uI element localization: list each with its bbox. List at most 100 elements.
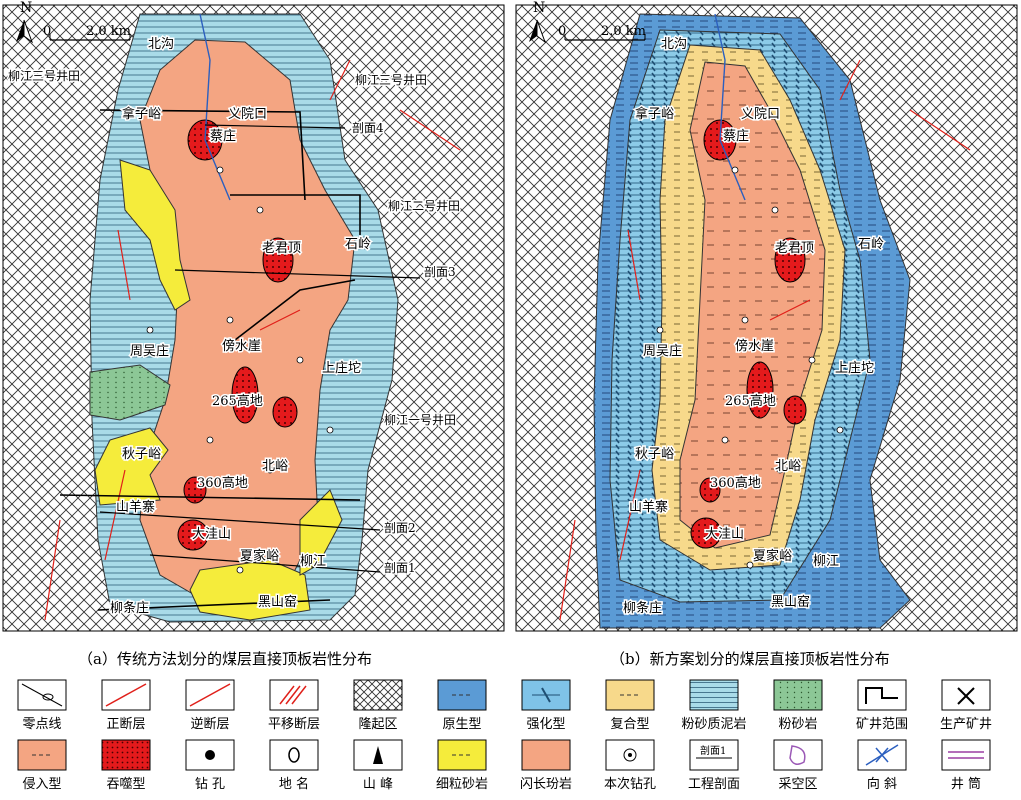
- map-a-mine-boundaries: [59, 109, 361, 611]
- map-a-fine-sandstone-south: [189, 559, 311, 621]
- map-b-engulf-265-east: [783, 395, 807, 425]
- place-label: 秋子峪: [635, 447, 674, 462]
- legend-label: 粉砂岩: [778, 717, 817, 732]
- place-label: 秋子峪: [122, 447, 161, 462]
- svg-text:N: N: [20, 0, 32, 16]
- map-a-section-lines: [99, 124, 421, 573]
- place-label: 周吴庄: [130, 343, 169, 359]
- map-b-intrusive-zone: [679, 61, 826, 549]
- diorite-porphyrite-icon: 闪长玢岩: [520, 739, 572, 792]
- place-label: 黑山窑: [258, 594, 297, 610]
- legend-label: 正断层: [106, 717, 145, 732]
- map-a-engulf-265-east: [272, 396, 298, 428]
- strike-slip-fault-icon: 平移断层: [268, 679, 320, 732]
- map-b-engulf-laojunding: [774, 237, 806, 283]
- map-b-scale-bar: 0 2.0 km: [558, 24, 646, 41]
- svg-text:N: N: [533, 0, 545, 16]
- map-b-boreholes: [656, 166, 844, 569]
- peak-icon: 山 峰: [353, 739, 403, 792]
- siltstone-icon: 粉砂岩: [773, 679, 823, 732]
- place-label: 夏家峪: [240, 548, 279, 564]
- map-b-engulf-360: [699, 477, 721, 503]
- place-label: 傍水崖: [222, 338, 261, 354]
- producing-mine-icon: 生产矿井: [940, 679, 992, 732]
- place-label: 360高地: [710, 475, 761, 491]
- legend-label: 强化型: [526, 717, 565, 732]
- uplift-crosshatch-icon: 隆起区: [353, 679, 403, 732]
- syncline-icon: 向 斜: [857, 739, 907, 792]
- place-label: 拿子峪: [635, 106, 674, 122]
- legend-label: 地 名: [279, 776, 309, 792]
- map-a-faults: [44, 59, 461, 621]
- place-label: 北沟: [661, 37, 687, 52]
- map-a-fine-sandstone-sw: [94, 427, 169, 506]
- place-label: 蔡庄: [723, 128, 749, 144]
- annotation-label: 柳江三号井田: [8, 69, 80, 83]
- place-label: 义院口: [228, 107, 267, 122]
- map-b-north-arrow: N: [529, 0, 547, 44]
- normal-fault-icon: 正断层: [101, 679, 151, 732]
- legend-label: 钻 孔: [195, 777, 225, 792]
- place-label: 黑山窑: [771, 594, 810, 610]
- map-a-engulf-laojunding: [262, 237, 294, 283]
- place-label: 义院口: [741, 107, 780, 122]
- place-label: 上庄坨: [835, 360, 874, 376]
- new-borehole-icon: 本次钻孔: [604, 739, 656, 792]
- legend-label: 本次钻孔: [604, 776, 656, 792]
- place-label: 石岭: [858, 237, 884, 252]
- legend-label: 闪长玢岩: [520, 777, 572, 792]
- section-line-icon: 剖面1 工程剖面: [688, 739, 740, 792]
- mine-boundary-icon: 矿井范围: [856, 679, 908, 732]
- place-label: 大洼山: [705, 527, 744, 542]
- engulfing-type-icon: 吞噬型: [101, 739, 151, 792]
- section-line-label: 剖面1: [700, 744, 726, 757]
- legend-label: 向 斜: [867, 776, 897, 792]
- legend-label: 平移断层: [268, 717, 320, 732]
- place-label: 360高地: [197, 475, 248, 491]
- place-label: 柳条庄: [623, 600, 662, 616]
- map-a-engulf-dawashan: [177, 519, 209, 551]
- place-label: 北峪: [775, 459, 801, 474]
- svg-text:0: 0: [43, 24, 51, 39]
- legend-label: 矿井范围: [856, 717, 908, 732]
- legend-label: 隆起区: [358, 717, 397, 732]
- legend-label: 井 筒: [951, 776, 981, 792]
- place-label: 周吴庄: [643, 343, 682, 359]
- svg-text:2.0 km: 2.0 km: [601, 24, 646, 39]
- place-label: 柳江: [300, 554, 326, 569]
- legend-label: 采空区: [778, 777, 817, 792]
- annotation-label: 剖面2: [384, 521, 416, 535]
- svg-text:0: 0: [558, 24, 566, 39]
- place-label: 柳条庄: [110, 600, 149, 616]
- map-b-caption: （b）新方案划分的煤层直接顶板岩性分布: [610, 650, 890, 668]
- map-b-faults: [559, 59, 971, 621]
- place-label: 傍水崖: [735, 338, 774, 354]
- annotation-label: 柳江二号井田: [388, 199, 460, 213]
- place-label: 夏家峪: [753, 548, 792, 564]
- legend-label: 原生型: [442, 717, 481, 732]
- map-b-engulf-265-west: [746, 361, 774, 419]
- zero-line-icon: 零点线: [17, 679, 67, 732]
- map-a-engulf-265-west: [231, 366, 259, 424]
- place-label: 蔡庄: [210, 128, 236, 144]
- map-a-caption: （a）传统方法划分的煤层直接顶板岩性分布: [78, 650, 372, 668]
- place-label: 北峪: [262, 459, 288, 474]
- intrusive-type-icon: 侵入型: [17, 739, 67, 792]
- reverse-fault-icon: 逆断层: [185, 679, 235, 732]
- annotation-label: 剖面4: [352, 121, 384, 135]
- primary-type-icon: 原生型: [437, 679, 487, 732]
- legend-label: 粉砂质泥岩: [681, 717, 746, 732]
- legend-label: 逆断层: [190, 716, 229, 732]
- goaf-icon: 采空区: [773, 739, 823, 792]
- place-label: 山羊寨: [116, 499, 155, 515]
- legend-label: 山 峰: [363, 777, 393, 792]
- compound-type-icon: 复合型: [605, 679, 655, 732]
- place-label: 石岭: [345, 237, 371, 252]
- legend-label: 工程剖面: [688, 777, 740, 792]
- legend-label: 生产矿井: [940, 717, 992, 732]
- place-name-icon: 地 名: [269, 739, 319, 792]
